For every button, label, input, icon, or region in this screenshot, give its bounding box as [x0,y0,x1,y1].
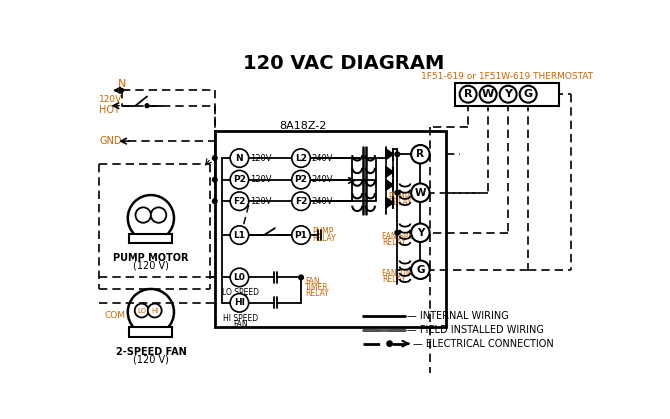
Circle shape [291,226,310,244]
Circle shape [291,149,310,167]
Text: RELAY: RELAY [312,234,336,243]
Circle shape [120,88,123,92]
Text: F2: F2 [295,197,308,206]
Polygon shape [386,166,393,177]
Text: PUMP: PUMP [388,192,409,201]
Text: LO SPEED: LO SPEED [222,288,259,297]
Text: FAN SPEED: FAN SPEED [382,232,423,241]
Text: FAN: FAN [234,320,249,329]
Text: 120V: 120V [250,175,272,184]
Text: F2: F2 [233,197,246,206]
Bar [129,328,172,337]
Circle shape [460,86,476,103]
Text: P2: P2 [295,175,308,184]
Text: N: N [236,154,243,163]
Circle shape [411,261,429,279]
Text: 120 VAC DIAGRAM: 120 VAC DIAGRAM [243,54,444,73]
Text: N: N [117,79,126,89]
Text: HOT: HOT [99,105,120,114]
Text: RELAY: RELAY [388,198,412,207]
Text: 2-SPEED FAN: 2-SPEED FAN [115,347,186,357]
Circle shape [135,304,149,318]
Circle shape [411,145,429,163]
Text: COM: COM [105,311,126,321]
Circle shape [395,190,399,195]
Circle shape [291,192,310,210]
Circle shape [128,289,174,335]
Text: (120 V): (120 V) [133,355,169,365]
Circle shape [230,268,249,287]
Text: TIMER: TIMER [305,283,328,292]
Circle shape [387,341,392,347]
Text: FAN: FAN [234,295,249,303]
Text: L2: L2 [295,154,307,163]
Text: 1F51-619 or 1F51W-619 THERMOSTAT: 1F51-619 or 1F51W-619 THERMOSTAT [421,72,593,81]
Text: 120V: 120V [99,95,123,104]
Text: W: W [415,188,426,198]
Circle shape [230,294,249,312]
Text: Y: Y [504,89,512,99]
Polygon shape [386,149,393,160]
Text: — INTERNAL WIRING: — INTERNAL WIRING [407,311,509,321]
Text: FAN TIMER: FAN TIMER [382,269,423,278]
Circle shape [230,171,249,189]
Text: 240V: 240V [312,197,333,206]
Circle shape [299,275,304,280]
Text: Y: Y [417,228,424,238]
Circle shape [411,223,429,242]
Text: P2: P2 [233,175,246,184]
Circle shape [500,86,517,103]
Circle shape [395,230,399,235]
Text: LO: LO [137,308,146,313]
Circle shape [151,207,166,223]
Text: RELAY: RELAY [382,275,405,284]
Text: — ELECTRICAL CONNECTION: — ELECTRICAL CONNECTION [413,339,553,349]
Text: HI: HI [151,308,158,313]
Circle shape [148,304,161,318]
Text: W: W [482,89,494,99]
Text: PUMP: PUMP [312,227,333,236]
Text: GND: GND [99,136,122,146]
Circle shape [212,156,217,160]
Text: P1: P1 [295,230,308,240]
Polygon shape [386,197,393,208]
Text: G: G [524,89,533,99]
Text: HI: HI [234,298,245,308]
Circle shape [145,104,149,108]
Text: RELAY: RELAY [305,289,328,298]
Text: L1: L1 [233,230,245,240]
Text: 120V: 120V [250,154,272,163]
Circle shape [230,226,249,244]
Circle shape [291,171,310,189]
Polygon shape [386,180,393,190]
Circle shape [230,149,249,167]
Text: R: R [416,149,424,159]
Bar [215,131,446,328]
Bar [129,233,172,243]
Text: 8A18Z-2: 8A18Z-2 [279,121,326,131]
Text: 240V: 240V [312,175,333,184]
Circle shape [212,199,217,204]
Text: HI SPEED: HI SPEED [223,313,259,323]
Circle shape [395,152,399,157]
Text: PUMP MOTOR: PUMP MOTOR [113,253,189,263]
Circle shape [128,195,174,241]
Text: — FIELD INSTALLED WIRING: — FIELD INSTALLED WIRING [407,325,544,335]
Text: 240V: 240V [312,154,333,163]
Circle shape [411,184,429,202]
Circle shape [135,207,151,223]
Circle shape [480,86,496,103]
Text: (120 V): (120 V) [133,261,169,271]
Text: L0: L0 [233,273,245,282]
Text: FAN: FAN [305,277,320,286]
Circle shape [230,192,249,210]
Text: R: R [464,89,472,99]
Circle shape [520,86,537,103]
Bar [455,83,559,106]
Text: 120V: 120V [250,197,272,206]
Text: RELAY: RELAY [382,238,405,247]
Text: G: G [416,265,425,275]
Circle shape [212,177,217,182]
